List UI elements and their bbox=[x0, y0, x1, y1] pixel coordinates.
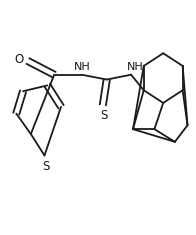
Text: O: O bbox=[15, 53, 24, 66]
Text: NH: NH bbox=[127, 62, 144, 72]
Text: S: S bbox=[43, 160, 50, 173]
Text: S: S bbox=[100, 109, 108, 122]
Text: NH: NH bbox=[74, 62, 91, 72]
